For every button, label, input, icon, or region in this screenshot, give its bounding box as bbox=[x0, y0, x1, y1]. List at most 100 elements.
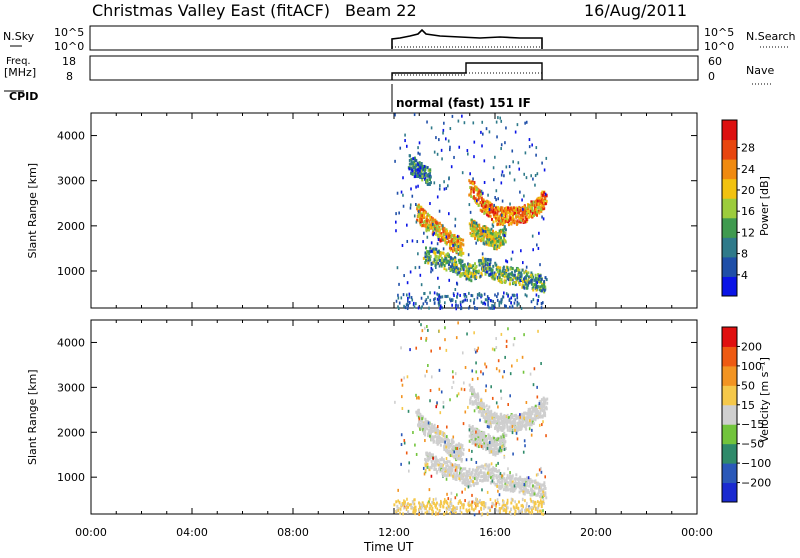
scatter-cell bbox=[439, 234, 442, 238]
scatter-cell bbox=[503, 443, 506, 447]
scatter-cell bbox=[459, 248, 462, 252]
scatter-cell bbox=[426, 212, 429, 216]
scatter-cell bbox=[478, 189, 481, 193]
scatter-cell bbox=[502, 438, 505, 442]
scatter-cell bbox=[500, 481, 503, 485]
scatter-cell bbox=[487, 434, 490, 438]
noise-cell bbox=[468, 428, 471, 432]
noise-cell bbox=[523, 172, 526, 176]
scatter-cell bbox=[396, 508, 399, 512]
scatter-cell bbox=[517, 484, 520, 488]
ground-cell bbox=[410, 503, 412, 507]
scatter-cell bbox=[514, 428, 517, 432]
scatter-cell bbox=[544, 493, 547, 497]
scatter-cell bbox=[439, 469, 442, 473]
noise-cell bbox=[504, 484, 507, 488]
ground-cell bbox=[466, 298, 468, 302]
ground-cell bbox=[465, 295, 468, 299]
ground-cell bbox=[435, 503, 437, 507]
noise-cell bbox=[424, 374, 426, 378]
ground-cell bbox=[399, 507, 402, 511]
scatter-cell bbox=[462, 265, 465, 269]
noise-cell bbox=[440, 390, 443, 394]
scatter-cell bbox=[483, 225, 486, 229]
scatter-cell bbox=[469, 398, 472, 402]
scatter-cell bbox=[488, 416, 491, 420]
ground-cell bbox=[418, 503, 421, 507]
noise-cell bbox=[451, 463, 454, 467]
noise-cell bbox=[464, 499, 466, 503]
ground-cell bbox=[453, 509, 455, 513]
scatter-cell bbox=[452, 249, 455, 253]
scatter-cell bbox=[492, 475, 495, 479]
ground-cell bbox=[540, 306, 543, 310]
scatter-cell bbox=[530, 419, 533, 423]
scatter-cell bbox=[511, 266, 514, 270]
scatter-cell bbox=[434, 224, 437, 228]
ground-cell bbox=[474, 306, 476, 310]
ground-cell bbox=[505, 292, 508, 296]
noise-cell bbox=[395, 220, 397, 224]
scatter-cell bbox=[470, 186, 473, 190]
noise-cell bbox=[523, 333, 525, 337]
scatter-cell bbox=[524, 282, 527, 286]
ground-cell bbox=[408, 292, 411, 296]
scatter-cell bbox=[432, 458, 435, 462]
scatter-cell bbox=[438, 225, 441, 229]
ground-cell bbox=[537, 298, 539, 302]
scatter-cell bbox=[492, 480, 495, 484]
scatter-cell bbox=[508, 219, 511, 223]
noise-cell bbox=[473, 331, 475, 335]
ground-cell bbox=[530, 508, 533, 512]
noise-cell bbox=[403, 376, 405, 380]
ground-cell bbox=[530, 300, 533, 304]
scatter-cell bbox=[493, 235, 496, 239]
freq-trace bbox=[391, 62, 543, 80]
scatter-cell bbox=[419, 221, 422, 225]
scatter-cell bbox=[443, 442, 446, 446]
scatter-cell bbox=[448, 266, 451, 270]
scatter-cell bbox=[535, 486, 538, 490]
noise-cell bbox=[478, 443, 481, 447]
noise-cell bbox=[476, 349, 479, 353]
scatter-cell bbox=[515, 268, 518, 272]
scatter-cell bbox=[457, 454, 460, 458]
scatter-cell bbox=[471, 274, 474, 278]
ground-cell bbox=[479, 498, 481, 502]
scatter-cell bbox=[501, 427, 504, 431]
scatter-cell bbox=[490, 206, 493, 210]
ground-cell bbox=[452, 504, 455, 508]
scatter-cell bbox=[477, 433, 480, 437]
scatter-cell bbox=[429, 453, 432, 457]
scatter-cell bbox=[426, 250, 429, 254]
scatter-cell bbox=[439, 254, 442, 258]
scatter-cell bbox=[445, 268, 448, 272]
ground-cell bbox=[454, 506, 456, 510]
scatter-cell bbox=[419, 175, 422, 179]
ground-cell bbox=[431, 512, 434, 516]
noise-cell bbox=[425, 369, 428, 373]
ground-cell bbox=[450, 503, 453, 507]
scatter-cell bbox=[492, 447, 495, 451]
noise-cell bbox=[533, 367, 536, 371]
scatter-cell bbox=[432, 425, 435, 429]
scatter-cell bbox=[451, 268, 454, 272]
y-tick-label: 4000 bbox=[57, 130, 85, 143]
scatter-cell bbox=[538, 209, 541, 213]
scatter-cell bbox=[440, 251, 443, 255]
noise-cell bbox=[475, 430, 477, 434]
scatter-cell bbox=[528, 209, 531, 213]
scatter-cell bbox=[405, 504, 408, 508]
scatter-cell bbox=[508, 278, 511, 282]
scatter-cell bbox=[486, 421, 489, 425]
scatter-cell bbox=[450, 473, 453, 477]
ground-cell bbox=[417, 306, 420, 310]
scatter-cell bbox=[448, 254, 451, 258]
noise-cell bbox=[420, 283, 423, 287]
noise-cell bbox=[542, 217, 545, 221]
scatter-cell bbox=[526, 481, 529, 485]
scatter-cell bbox=[530, 202, 533, 206]
scatter-cell bbox=[510, 507, 513, 511]
ground-cell bbox=[522, 505, 525, 509]
scatter-cell bbox=[462, 503, 465, 507]
